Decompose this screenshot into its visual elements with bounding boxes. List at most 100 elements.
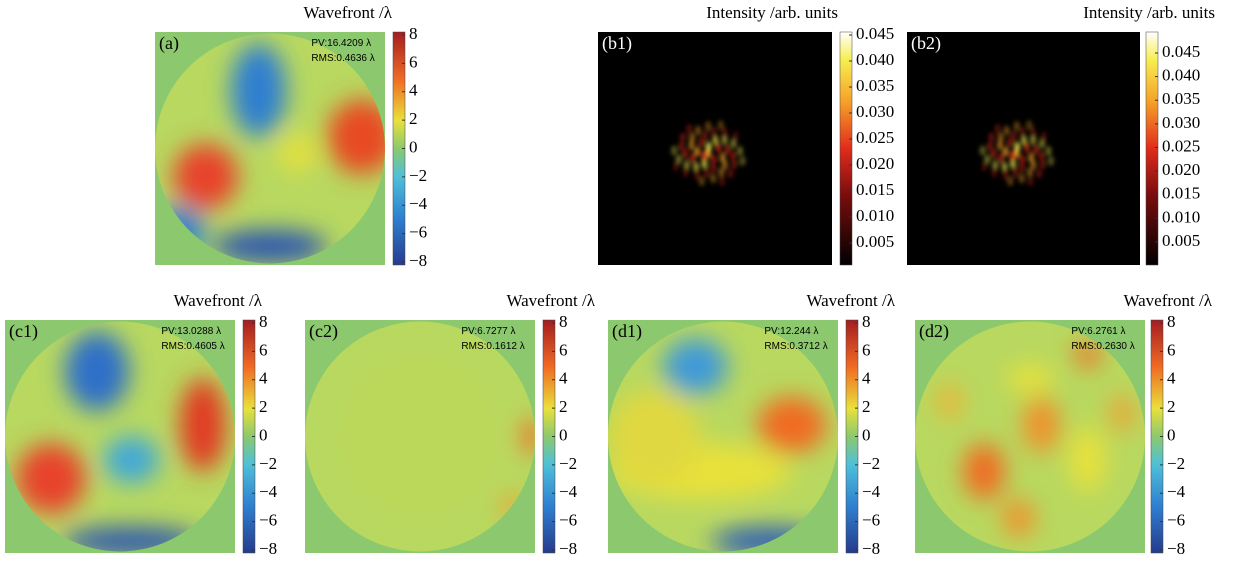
wavefront-blob bbox=[65, 332, 129, 411]
speckle-spot bbox=[1010, 159, 1016, 169]
colorbar-tick-label: 0.035 bbox=[856, 76, 894, 95]
speckle-spot bbox=[724, 145, 730, 155]
colorbar-tick-label: −8 bbox=[559, 539, 577, 558]
wavefront-map bbox=[915, 320, 1145, 553]
speckle-spot bbox=[719, 176, 725, 186]
colorbar-tick-label: 4 bbox=[409, 81, 418, 100]
panel-title: Wavefront /λ bbox=[303, 3, 392, 22]
rms-text: RMS:0.4605 λ bbox=[161, 341, 224, 352]
colorbar-tick-label: 2 bbox=[862, 397, 871, 416]
speckle-spot bbox=[1041, 131, 1047, 141]
pv-text: PV:12.244 λ bbox=[764, 326, 818, 337]
panel-label: (d1) bbox=[612, 321, 642, 342]
colorbar-tick-label: 0.045 bbox=[856, 24, 894, 43]
colorbar-tick-label: 6 bbox=[559, 340, 568, 359]
colorbar-tick-label: 0.010 bbox=[856, 206, 894, 225]
speckle-spot bbox=[680, 132, 686, 142]
pv-text: PV:6.2761 λ bbox=[1071, 326, 1125, 337]
colorbar-tick-label: 0.025 bbox=[1162, 136, 1200, 155]
panel: PV:13.0288 λRMS:0.4605 λ(c1)86420−2−4−6−… bbox=[5, 291, 278, 558]
speckle-spot bbox=[987, 141, 993, 151]
speckle-spot bbox=[732, 131, 738, 141]
colorbar-tick-label: 0.030 bbox=[1162, 113, 1200, 132]
colorbar-tick-label: 0 bbox=[559, 425, 568, 444]
speckle-spot bbox=[1019, 173, 1025, 183]
colorbar-tick-label: 0.025 bbox=[856, 128, 894, 147]
colorbar-tick-label: 6 bbox=[1167, 340, 1176, 359]
colorbar-tick-label: 4 bbox=[559, 369, 568, 388]
colorbar-tick-label: −6 bbox=[1167, 511, 1185, 530]
speckle-spot bbox=[718, 120, 724, 130]
wavefront-blob bbox=[936, 383, 964, 420]
wavefront-blob bbox=[1007, 364, 1053, 392]
speckle-spot bbox=[686, 124, 692, 134]
speckle-spot bbox=[702, 131, 708, 141]
colorbar-tick-label: 0.015 bbox=[1162, 184, 1200, 203]
pv-text: PV:16.4209 λ bbox=[311, 38, 371, 49]
speckle-spot bbox=[1012, 168, 1018, 178]
colorbar-tick-label: 0.020 bbox=[856, 154, 894, 173]
speckle-spot bbox=[710, 173, 716, 183]
panel-title: Wavefront /λ bbox=[506, 291, 595, 310]
pv-text: PV:13.0288 λ bbox=[161, 326, 221, 337]
wavefront-blob bbox=[279, 135, 316, 172]
speckle-spot bbox=[998, 153, 1004, 163]
speckle-spot bbox=[1046, 146, 1052, 156]
colorbar-tick-label: 6 bbox=[862, 340, 871, 359]
wavefront-blob bbox=[1111, 395, 1134, 432]
wavefront-blob bbox=[758, 397, 827, 453]
speckle-spot bbox=[988, 132, 994, 142]
speckle-spot bbox=[689, 133, 695, 143]
colorbar-tick-label: 8 bbox=[259, 312, 268, 331]
colorbar-tick-label: 0.005 bbox=[856, 232, 894, 251]
colorbar-tick-label: 0.045 bbox=[1162, 42, 1200, 61]
colorbar-tick-label: 0.015 bbox=[856, 180, 894, 199]
speckle-spot bbox=[1019, 162, 1025, 172]
colorbar-tick-label: 2 bbox=[1167, 397, 1176, 416]
colorbar-tick-label: −4 bbox=[862, 482, 881, 501]
speckle-spot bbox=[981, 162, 987, 172]
panel: PV:16.4209 λRMS:0.4636 λ(a)86420−2−4−6−8… bbox=[150, 3, 427, 270]
colorbar-tick-label: 4 bbox=[259, 369, 268, 388]
speckle-spot bbox=[737, 146, 743, 156]
wavefront-blob bbox=[17, 443, 86, 513]
panel-label: (a) bbox=[159, 33, 179, 54]
figure: PV:16.4209 λRMS:0.4636 λ(a)86420−2−4−6−8… bbox=[0, 0, 1235, 564]
colorbar-tick-label: 0.010 bbox=[1162, 207, 1200, 226]
speckle-spot bbox=[711, 127, 717, 137]
panel-label: (d2) bbox=[919, 321, 949, 342]
speckle-spot bbox=[1036, 168, 1042, 178]
speckle-spot bbox=[710, 162, 716, 172]
colorbar-tick-label: −6 bbox=[559, 511, 577, 530]
colorbar-tick-label: −8 bbox=[409, 251, 427, 270]
colorbar-tick-label: 8 bbox=[559, 312, 568, 331]
colorbar-tick-label: 0 bbox=[409, 137, 418, 156]
speckle-spot bbox=[1011, 131, 1017, 141]
colorbar-tick-label: −2 bbox=[559, 454, 577, 473]
colorbar-tick-label: −2 bbox=[862, 454, 880, 473]
colorbar-tick-label: 2 bbox=[409, 109, 418, 128]
speckle-spot bbox=[1027, 167, 1033, 177]
colorbar-tick-label: −6 bbox=[409, 223, 427, 242]
wavefront-blob bbox=[180, 378, 226, 471]
panel-title: Wavefront /λ bbox=[173, 291, 262, 310]
panel: PV:12.244 λRMS:0.3712 λ(d1)86420−2−4−6−8… bbox=[608, 291, 896, 558]
colorbar-tick-label: 8 bbox=[409, 24, 418, 43]
panel-label: (b1) bbox=[602, 33, 632, 54]
colorbar-tick-label: 0.035 bbox=[1162, 89, 1200, 108]
panel-label: (c2) bbox=[309, 321, 338, 342]
colorbar-tick-label: −8 bbox=[862, 539, 880, 558]
speckle-spot bbox=[718, 167, 724, 177]
wavefront-blob bbox=[521, 418, 539, 455]
colorbar-tick-label: 2 bbox=[259, 397, 268, 416]
colorbar-tick-label: −8 bbox=[259, 539, 277, 558]
speckle-spot bbox=[1014, 121, 1020, 131]
wavefront-blob bbox=[328, 100, 397, 175]
colorbar-tick-label: −4 bbox=[1167, 482, 1186, 501]
colorbar-tick-label: 4 bbox=[1167, 369, 1176, 388]
speckle-spot bbox=[704, 168, 710, 178]
speckle-spot bbox=[1027, 176, 1033, 186]
colorbar-tick-label: −2 bbox=[259, 454, 277, 473]
rms-text: RMS:0.2630 λ bbox=[1071, 341, 1134, 352]
colorbar bbox=[1146, 32, 1158, 265]
